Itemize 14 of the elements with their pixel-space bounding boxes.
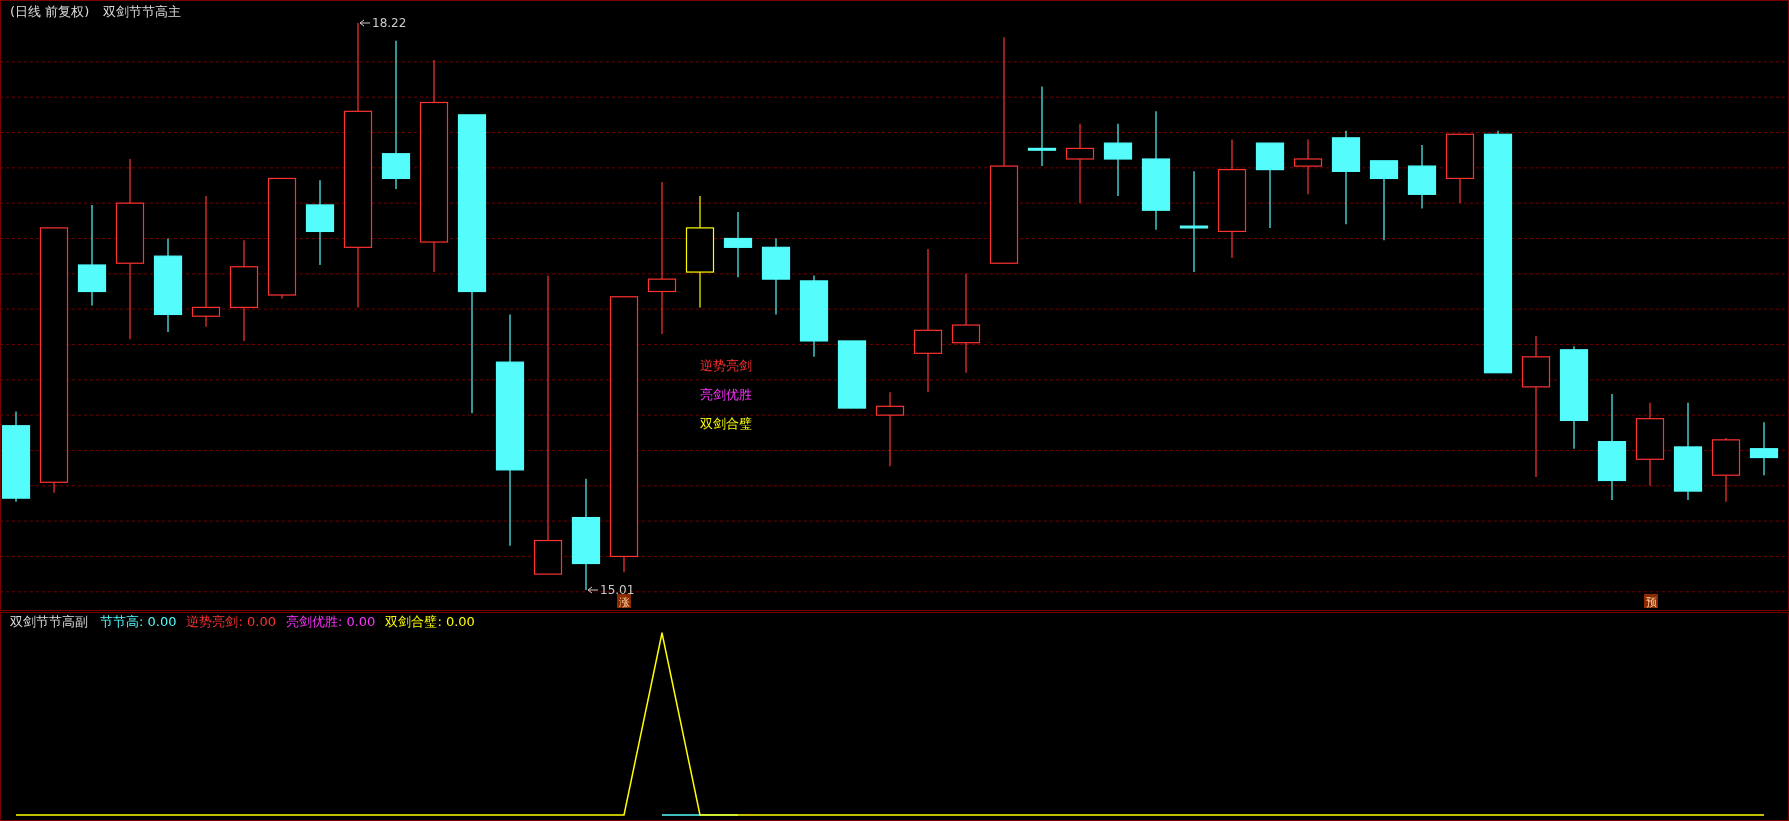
- legend-label: 亮剑优胜: 0.00: [285, 614, 376, 629]
- chart-subtitle: 双剑节节高主: [103, 4, 182, 19]
- text: 节节高: 0.00: [100, 614, 177, 629]
- chart-title: (日线 前复权): [10, 4, 90, 19]
- annotation: 18.22: [372, 16, 407, 30]
- annotation: 亮剑优胜: [700, 387, 752, 402]
- annotation: 双剑合璧: [700, 416, 752, 431]
- chart-title: 双剑节节高副: [10, 614, 88, 629]
- annotation: 15.01: [600, 583, 635, 597]
- text: 双剑合璧: 0.00: [385, 614, 475, 629]
- annotation: 逆势亮剑: [700, 358, 752, 373]
- text: 预: [1645, 596, 1657, 609]
- legend-label: 逆势亮剑: 0.00: [186, 614, 276, 629]
- text: 涨: [618, 596, 630, 609]
